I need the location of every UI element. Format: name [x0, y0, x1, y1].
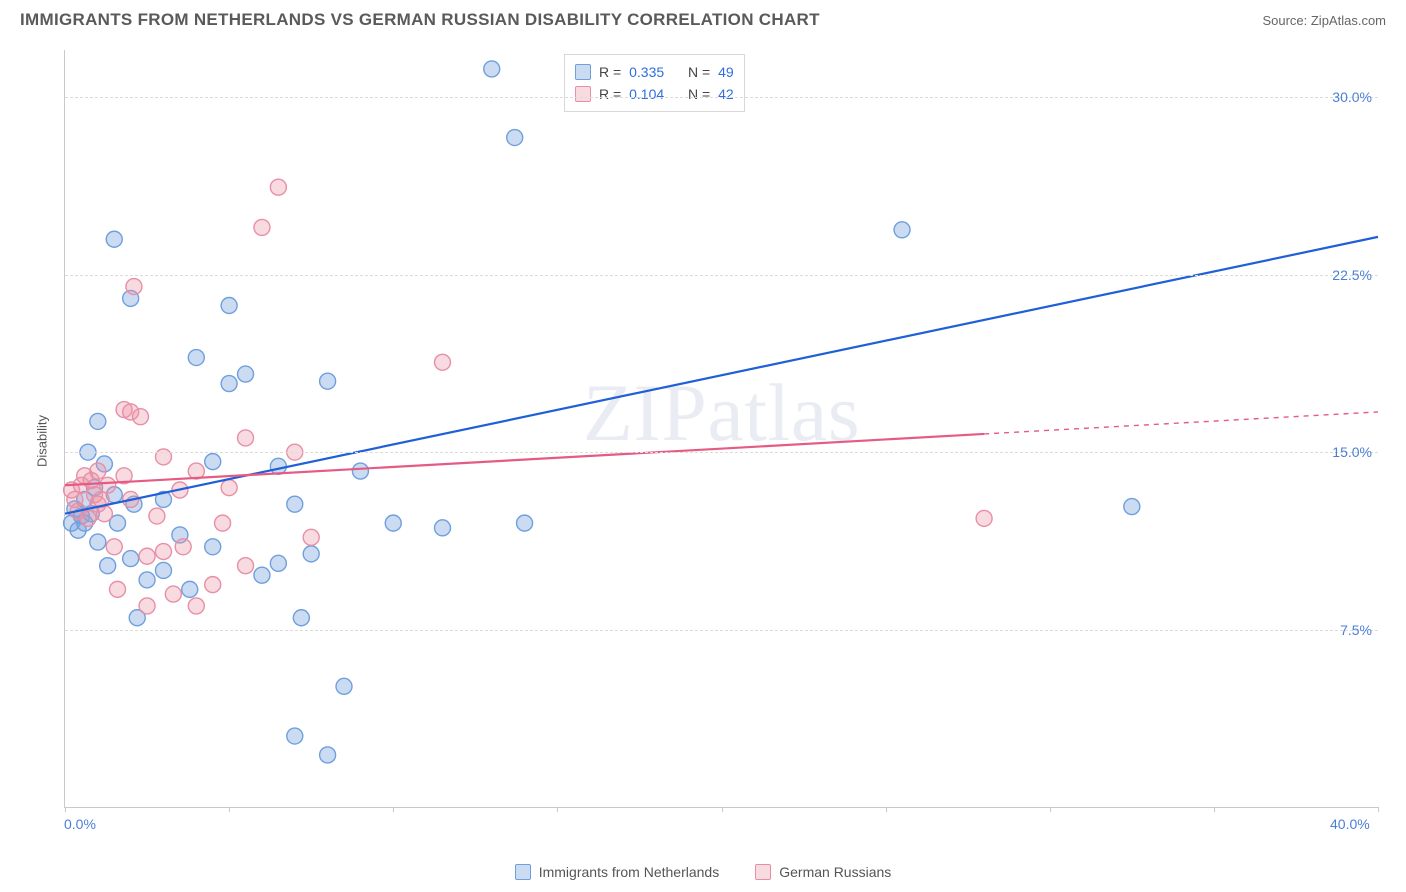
chart-svg: [65, 50, 1378, 807]
n-label: N =: [688, 83, 710, 105]
source-label: Source: ZipAtlas.com: [1262, 13, 1386, 28]
r-value: 0.335: [629, 61, 664, 83]
y-axis-label: Disability: [35, 415, 50, 467]
y-tick-label: 22.5%: [1332, 267, 1372, 283]
y-tick-label: 7.5%: [1340, 622, 1372, 638]
r-label: R =: [599, 83, 621, 105]
series-swatch-icon: [755, 864, 771, 880]
stats-row: R = 0.104 N = 42: [575, 83, 734, 105]
series-legend: Immigrants from Netherlands German Russi…: [0, 864, 1406, 880]
legend-item: German Russians: [755, 864, 891, 880]
y-tick-label: 30.0%: [1332, 89, 1372, 105]
series-swatch-icon: [575, 86, 591, 102]
x-axis-start-label: 0.0%: [64, 816, 96, 832]
stats-row: R = 0.335 N = 49: [575, 61, 734, 83]
legend-label: German Russians: [779, 864, 891, 880]
n-label: N =: [688, 61, 710, 83]
r-label: R =: [599, 61, 621, 83]
x-axis-end-label: 40.0%: [1330, 816, 1370, 832]
series-swatch-icon: [575, 64, 591, 80]
series-swatch-icon: [515, 864, 531, 880]
legend-label: Immigrants from Netherlands: [539, 864, 720, 880]
chart-container: Disability ZIPatlas R = 0.335 N = 49 R =…: [20, 40, 1386, 842]
plot-area: ZIPatlas R = 0.335 N = 49 R = 0.104 N = …: [64, 50, 1378, 808]
n-value: 49: [718, 61, 734, 83]
chart-title: IMMIGRANTS FROM NETHERLANDS VS GERMAN RU…: [20, 10, 820, 30]
n-value: 42: [718, 83, 734, 105]
stats-legend: R = 0.335 N = 49 R = 0.104 N = 42: [564, 54, 745, 112]
y-tick-label: 15.0%: [1332, 444, 1372, 460]
legend-item: Immigrants from Netherlands: [515, 864, 720, 880]
r-value: 0.104: [629, 83, 664, 105]
